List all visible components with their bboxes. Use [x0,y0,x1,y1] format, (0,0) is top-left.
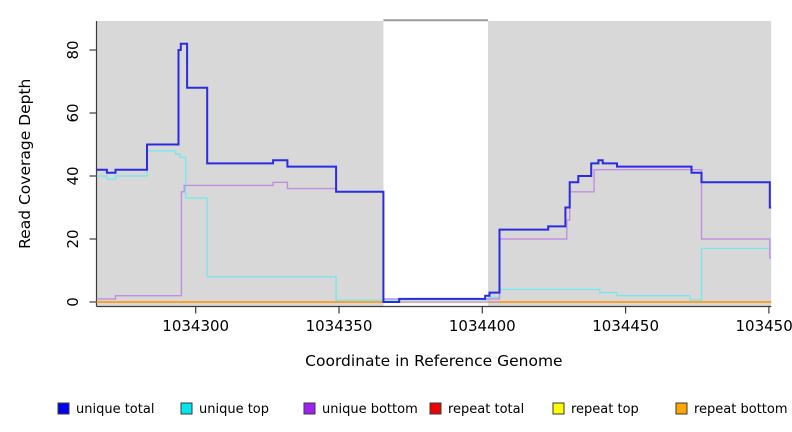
y-tick-label: 60 [64,103,82,122]
legend-label-repeat-total: repeat total [448,402,524,417]
y-tick-label: 80 [64,40,82,59]
legend-swatch-unique-bottom [303,402,316,415]
legend-swatch-repeat-bottom [675,402,688,415]
x-tick-label: 1034300 [162,317,229,335]
legend-swatch-repeat-top [552,402,565,415]
x-tick-label: 1034400 [449,317,516,335]
legend-swatch-unique-top [180,402,193,415]
series-line-unique-total [96,42,772,303]
legend-swatch-repeat-total [429,402,442,415]
legend-label-unique-bottom: unique bottom [322,402,418,417]
covered-region-shading [488,21,772,307]
legend-label-repeat-top: repeat top [571,402,639,417]
series-line-unique-top [96,150,772,301]
x-tick-label: 1034450 [592,317,659,335]
y-tick-label: 40 [64,166,82,185]
y-axis-title: Read Coverage Depth [16,79,34,249]
legend-label-repeat-bottom: repeat bottom [694,402,788,417]
legend-swatch-unique-total [57,402,70,415]
legend-label-unique-top: unique top [199,402,269,417]
y-tick-label: 0 [64,297,82,307]
x-tick-label: 1034350 [306,317,373,335]
legend-label-unique-total: unique total [76,402,154,417]
x-axis-title: Coordinate in Reference Genome [305,352,562,370]
x-tick-label: 1034500 [735,317,792,335]
y-tick-label: 20 [64,229,82,248]
